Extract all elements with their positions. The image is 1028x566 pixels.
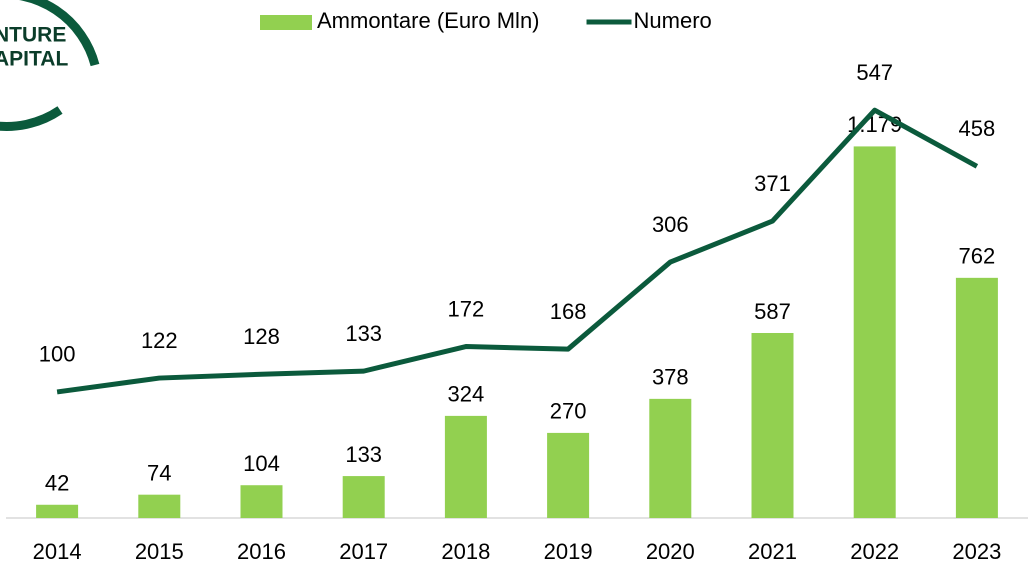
- x-tick-label: 2015: [135, 539, 184, 564]
- x-tick-label: 2014: [33, 539, 82, 564]
- data-label: 587: [754, 299, 791, 324]
- x-tick-label: 2020: [646, 539, 695, 564]
- logo-arc: [18, 0, 100, 67]
- data-label: 324: [448, 382, 485, 407]
- data-label: 133: [345, 442, 382, 467]
- legend-label: Numero: [634, 8, 712, 33]
- data-label: 128: [243, 324, 280, 349]
- data-label: 100: [39, 342, 76, 367]
- x-tick-label: 2022: [850, 539, 899, 564]
- bar: [649, 398, 692, 518]
- bar: [547, 432, 590, 518]
- x-tick-label: 2017: [339, 539, 388, 564]
- x-tick-label: 2021: [748, 539, 797, 564]
- logo-arc: [0, 106, 63, 131]
- data-label: 74: [147, 460, 171, 485]
- bar: [138, 494, 181, 518]
- data-label: 270: [550, 399, 587, 424]
- logo-text: NTURE: [0, 24, 66, 47]
- x-tick-label: 2018: [441, 539, 490, 564]
- bar: [751, 332, 794, 518]
- line: [56, 107, 979, 395]
- data-label: 306: [652, 212, 689, 237]
- data-label: 172: [448, 296, 485, 321]
- legend-label: Ammontare (Euro Mln): [317, 8, 540, 33]
- bar: [444, 415, 487, 518]
- data-label: 133: [345, 321, 382, 346]
- data-label: 104: [243, 451, 280, 476]
- data-label: 371: [754, 171, 791, 196]
- data-label: 458: [959, 116, 996, 141]
- bar: [342, 476, 385, 518]
- x-tick-label: 2023: [952, 539, 1001, 564]
- bar: [240, 485, 283, 518]
- logo: NTURE APITAL: [0, 0, 100, 131]
- logo-text: APITAL: [0, 48, 68, 71]
- data-label: 762: [959, 244, 996, 269]
- data-label: 378: [652, 365, 689, 390]
- data-label: 168: [550, 299, 587, 324]
- bar: [36, 504, 79, 518]
- x-tick-label: 2019: [544, 539, 593, 564]
- x-tick-label: 2016: [237, 539, 286, 564]
- bar: [955, 277, 998, 518]
- legend-swatch: [260, 15, 312, 30]
- bar: [853, 146, 896, 518]
- data-label: 42: [45, 471, 69, 496]
- data-label: 547: [856, 60, 893, 85]
- data-label: 122: [141, 328, 178, 353]
